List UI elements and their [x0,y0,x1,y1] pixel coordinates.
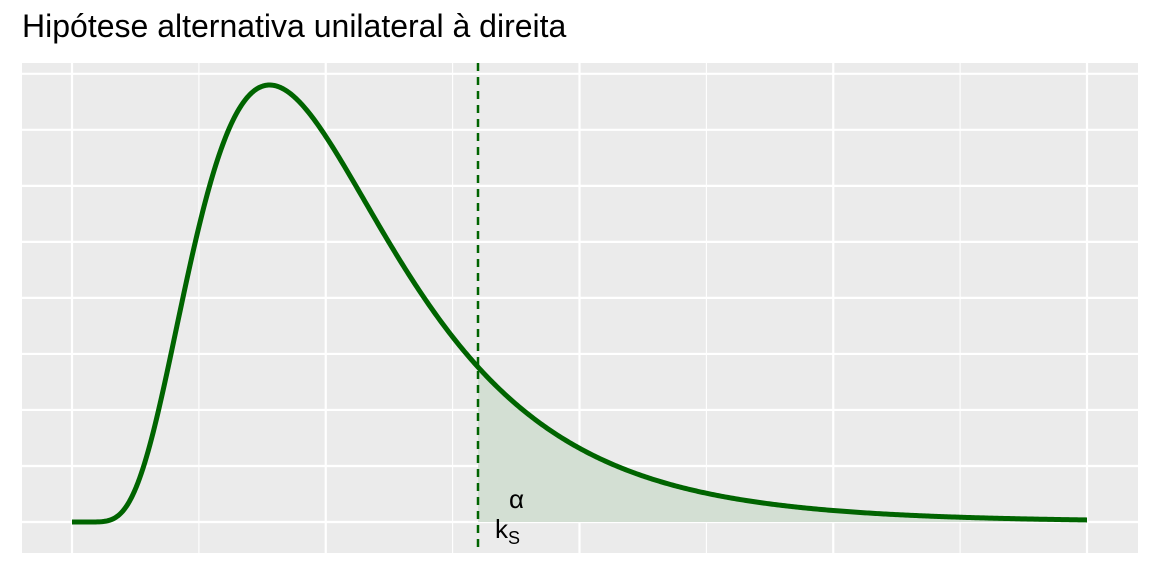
critical-value-label: kS [495,514,520,548]
density-curve [71,82,1088,525]
alpha-label: α [509,484,524,514]
critical-value-label-subscript: S [508,528,520,548]
minor-gridlines [198,63,961,553]
chart-title: Hipótese alternativa unilateral à direit… [22,8,567,44]
critical-value-label-main: k [495,514,509,544]
rejection-region-area [478,367,1087,522]
